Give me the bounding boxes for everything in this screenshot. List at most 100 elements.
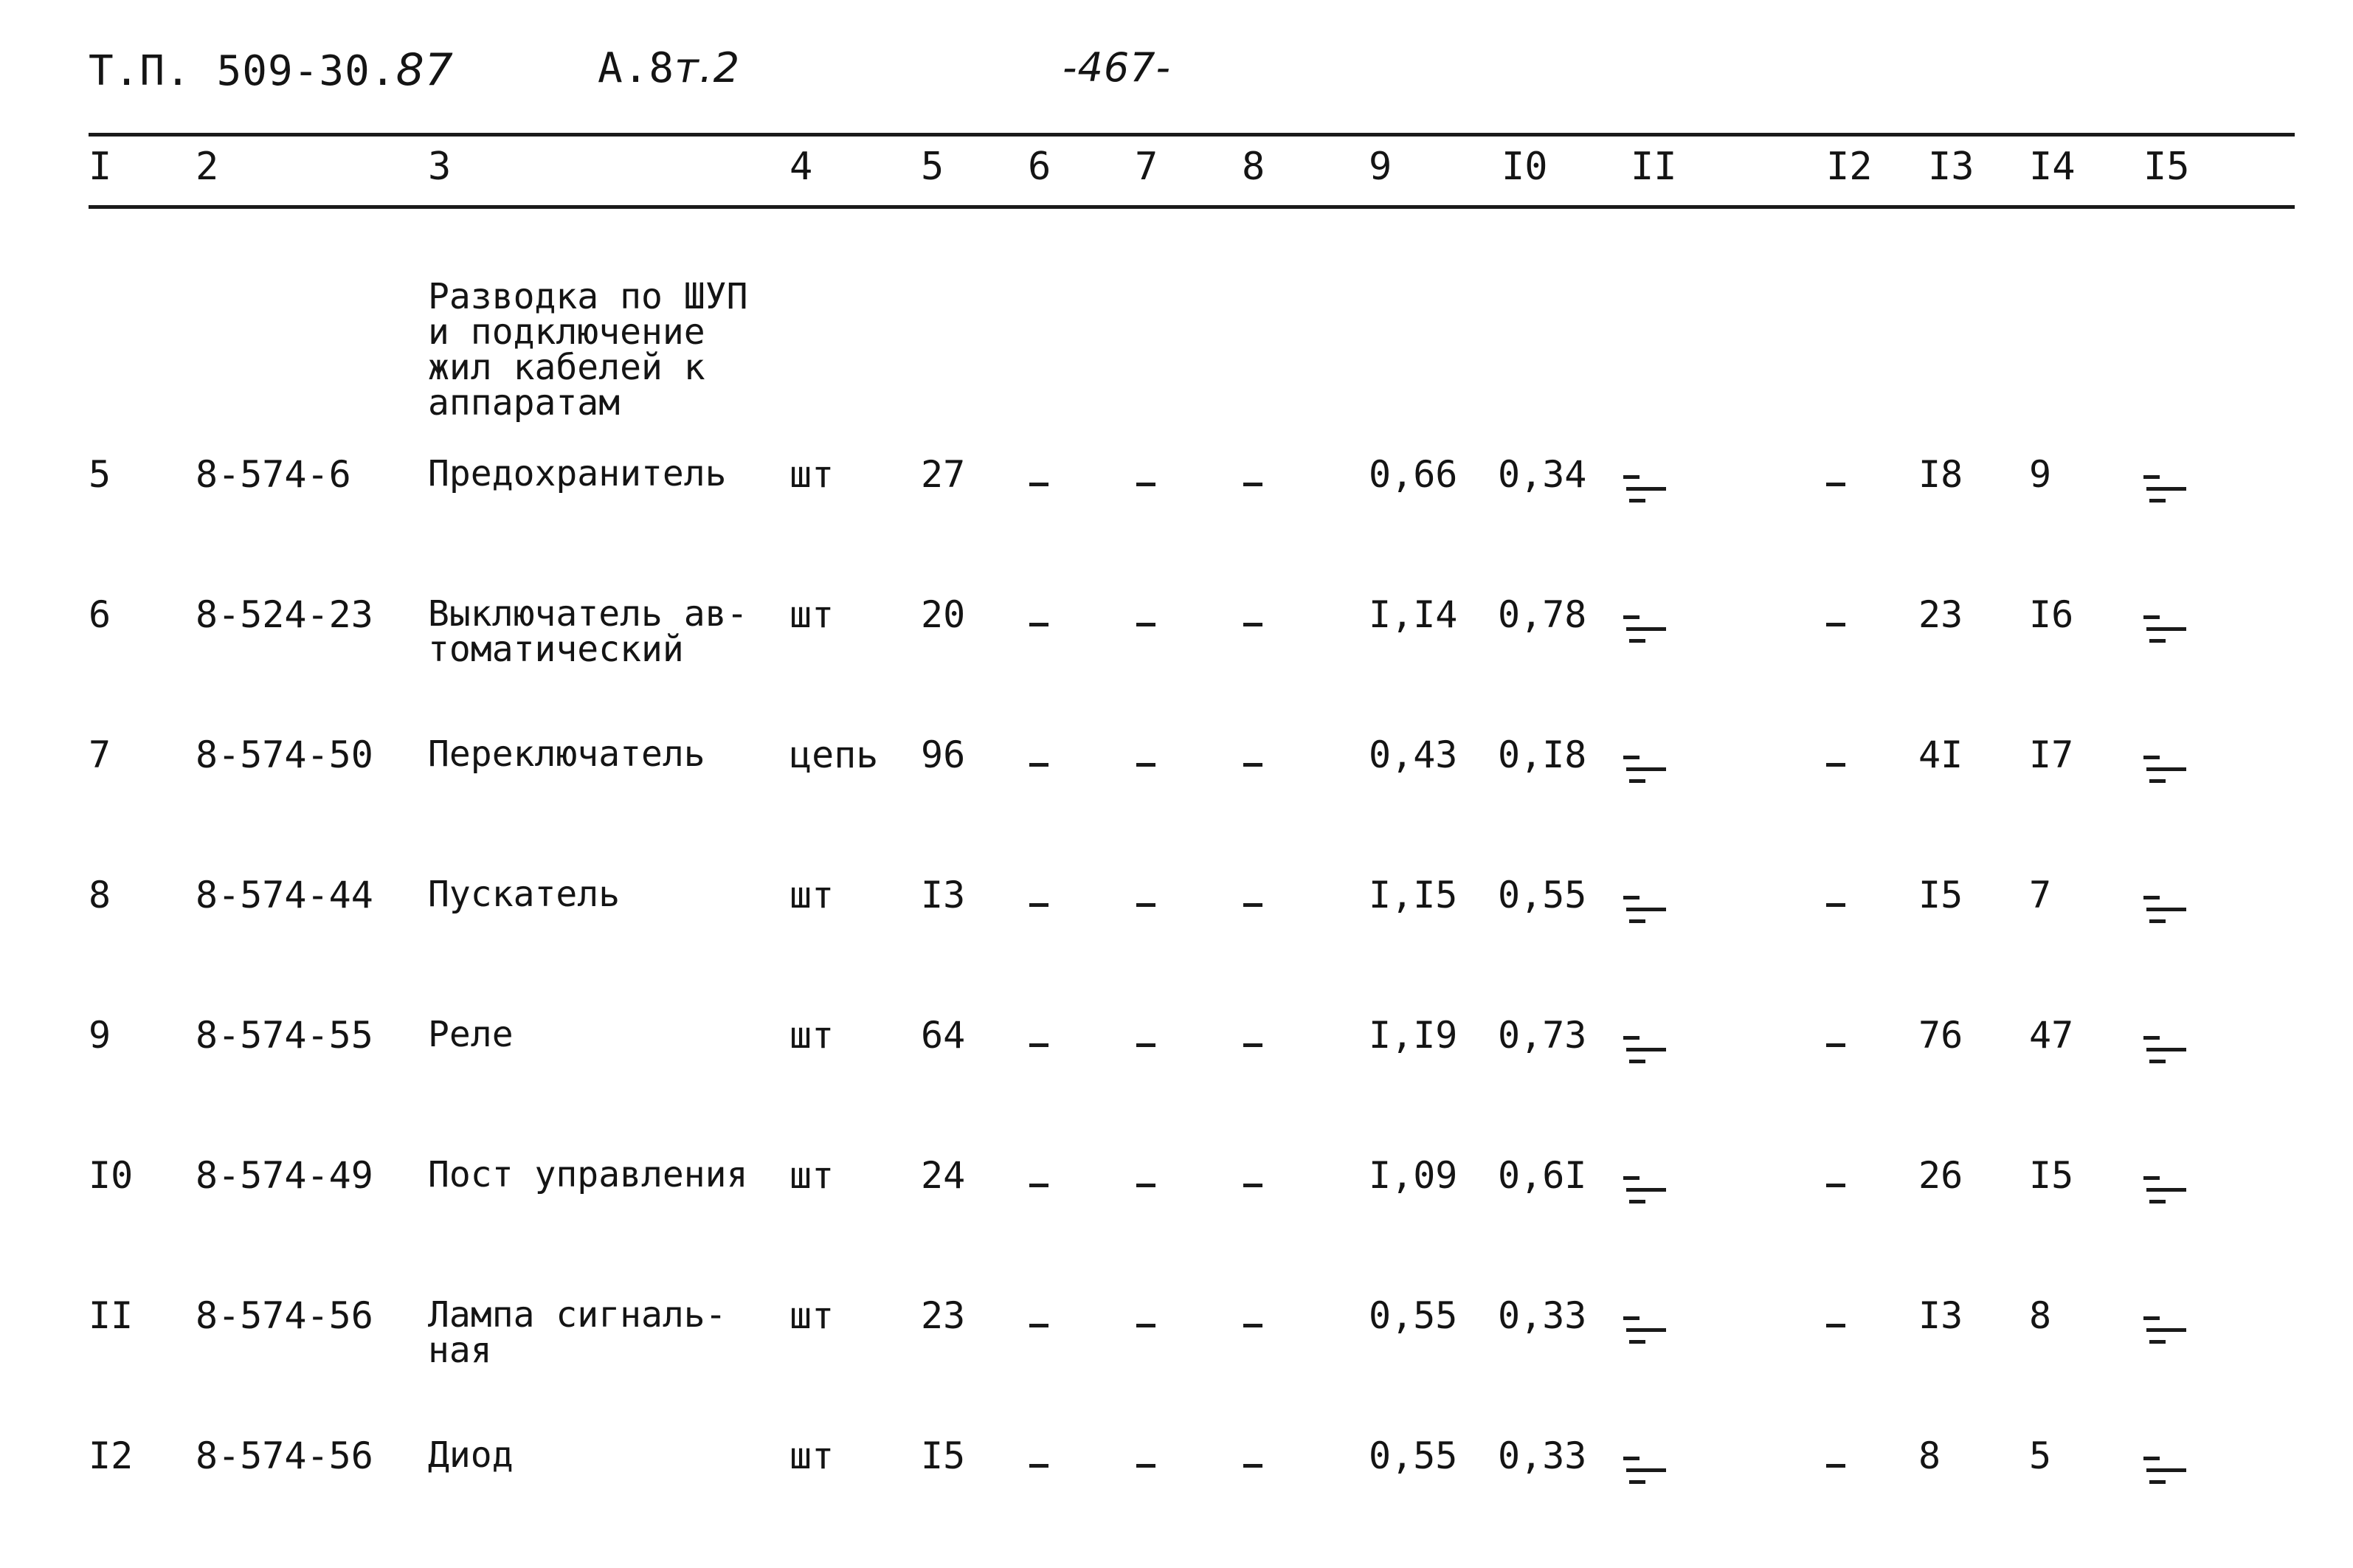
empty-dash-col-7 xyxy=(1136,1043,1155,1047)
price-code: 8-574-56 xyxy=(196,1434,373,1477)
col-13-value: 23 xyxy=(1918,593,1963,636)
unit: шт xyxy=(789,1294,835,1337)
col-12-dash xyxy=(1826,1324,1845,1327)
empty-dash-col-8 xyxy=(1243,763,1262,767)
empty-dash-col-6 xyxy=(1029,623,1048,626)
col-14-value: I7 xyxy=(2029,733,2074,776)
dash-stroke xyxy=(1629,1060,1645,1063)
empty-dash-col-8 xyxy=(1243,623,1262,626)
dash-stroke xyxy=(2143,1176,2160,1180)
item-name: Диод xyxy=(428,1434,514,1476)
row-number: 8 xyxy=(89,874,111,916)
col-12-dash xyxy=(1826,483,1845,486)
col-10-value: 0,78 xyxy=(1498,593,1587,636)
row-number: 5 xyxy=(89,453,111,496)
price-code: 8-574-6 xyxy=(196,453,351,496)
document-code-suffix: 87 xyxy=(395,44,454,96)
col-12-dash xyxy=(1826,763,1845,767)
col-13-value: 8 xyxy=(1918,1434,1941,1477)
dash-stroke xyxy=(1623,1316,1640,1320)
row-number: 9 xyxy=(89,1014,111,1057)
empty-dash-col-6 xyxy=(1029,1043,1048,1047)
quantity: 64 xyxy=(921,1014,966,1057)
item-name: Выключатель ав- томатический xyxy=(428,593,748,670)
col-14-value: I5 xyxy=(2029,1154,2074,1197)
quantity: 23 xyxy=(921,1294,966,1337)
col-11-mark xyxy=(1623,612,1668,679)
album-suffix: т.2 xyxy=(674,44,741,92)
col-9-value: 0,55 xyxy=(1369,1294,1458,1337)
quantity: 24 xyxy=(921,1154,966,1197)
column-number: I5 xyxy=(2143,145,2190,189)
unit: шт xyxy=(789,1154,835,1197)
col-15-mark xyxy=(2143,612,2188,679)
col-13-value: I5 xyxy=(1918,874,1963,916)
col-10-value: 0,73 xyxy=(1498,1014,1587,1057)
empty-dash-col-6 xyxy=(1029,483,1048,486)
col-12-dash xyxy=(1826,903,1845,907)
col-13-value: I3 xyxy=(1918,1294,1963,1337)
dash-stroke xyxy=(1623,756,1640,759)
column-number: 9 xyxy=(1369,145,1392,189)
col-9-value: I,I4 xyxy=(1369,593,1458,636)
dash-stroke xyxy=(2146,1188,2186,1192)
price-code: 8-574-55 xyxy=(196,1014,373,1057)
col-14-value: I6 xyxy=(2029,593,2074,636)
dash-stroke xyxy=(1626,767,1666,771)
document-code-text: Т.П. 509-30. xyxy=(89,47,396,95)
row-number: I2 xyxy=(89,1434,134,1477)
item-name: Переключатель xyxy=(428,733,705,775)
dash-stroke xyxy=(2149,1200,2166,1203)
col-9-value: I,I9 xyxy=(1369,1014,1458,1057)
dash-stroke xyxy=(2143,1316,2160,1320)
col-15-mark xyxy=(2143,1173,2188,1240)
dash-stroke xyxy=(2146,1048,2186,1051)
price-code: 8-524-23 xyxy=(196,593,373,636)
empty-dash-col-7 xyxy=(1136,763,1155,767)
dash-stroke xyxy=(1623,615,1640,619)
dash-stroke xyxy=(2149,779,2166,783)
dash-stroke xyxy=(2149,1060,2166,1063)
dash-stroke xyxy=(2146,908,2186,911)
column-number: 7 xyxy=(1135,145,1158,189)
album-text: А.8 xyxy=(598,44,675,92)
quantity: I5 xyxy=(921,1434,966,1477)
col-11-mark xyxy=(1623,1173,1668,1240)
empty-dash-col-7 xyxy=(1136,483,1155,486)
dash-stroke xyxy=(2143,896,2160,899)
col-10-value: 0,6I xyxy=(1498,1154,1587,1197)
col-10-value: 0,55 xyxy=(1498,874,1587,916)
dash-stroke xyxy=(2143,475,2160,479)
empty-dash-col-6 xyxy=(1029,903,1048,907)
col-9-value: 0,43 xyxy=(1369,733,1458,776)
unit: шт xyxy=(789,453,835,496)
unit: цепь xyxy=(789,733,879,776)
dash-stroke xyxy=(2146,487,2186,491)
quantity: I3 xyxy=(921,874,966,916)
dash-stroke xyxy=(2149,499,2166,502)
col-11-mark xyxy=(1623,472,1668,539)
item-name: Пост управления xyxy=(428,1154,748,1195)
col-10-value: 0,I8 xyxy=(1498,733,1587,776)
empty-dash-col-6 xyxy=(1029,1324,1048,1327)
col-13-value: 4I xyxy=(1918,733,1963,776)
col-9-value: I,09 xyxy=(1369,1154,1458,1197)
dash-stroke xyxy=(1623,1036,1640,1040)
item-name: Предохранитель xyxy=(428,453,727,494)
row-number: 6 xyxy=(89,593,111,636)
album-label: А.8т.2 xyxy=(598,44,740,92)
col-11-mark xyxy=(1623,893,1668,959)
col-11-mark xyxy=(1623,1313,1668,1380)
page-number: -467- xyxy=(1063,44,1172,91)
dash-stroke xyxy=(2146,627,2186,631)
row-number: II xyxy=(89,1294,134,1337)
row-number: I0 xyxy=(89,1154,134,1197)
column-number: 8 xyxy=(1242,145,1265,189)
dash-stroke xyxy=(1629,1480,1645,1484)
col-14-value: 5 xyxy=(2029,1434,2052,1477)
item-name: Лампа сигналь- ная xyxy=(428,1294,727,1371)
quantity: 27 xyxy=(921,453,966,496)
empty-dash-col-8 xyxy=(1243,1464,1262,1468)
col-11-mark xyxy=(1623,753,1668,819)
dash-stroke xyxy=(1623,475,1640,479)
